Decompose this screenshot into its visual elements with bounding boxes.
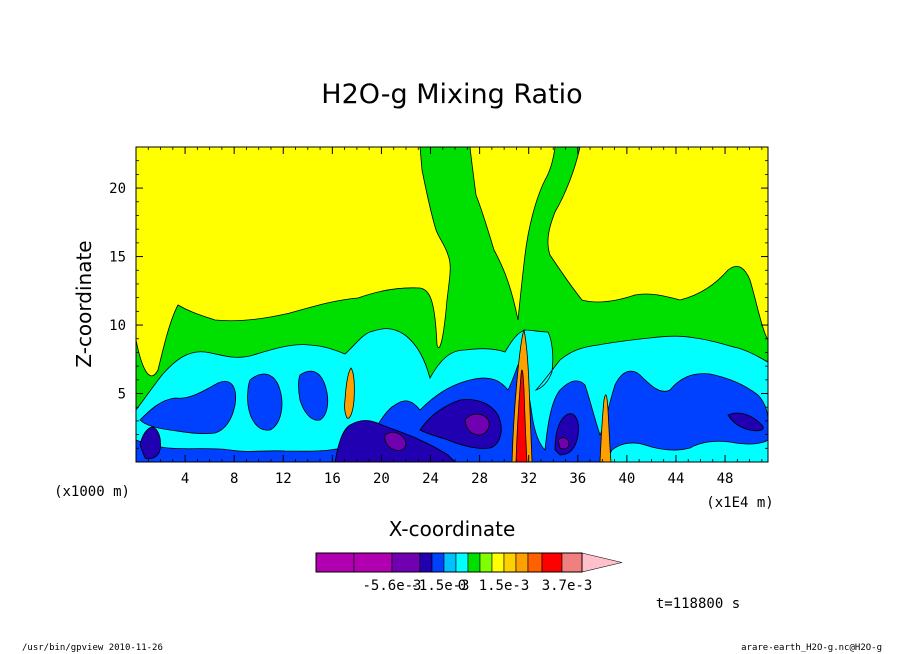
time-label: t=118800 s: [656, 596, 740, 612]
chart-title: H2O-g Mixing Ratio: [321, 79, 582, 110]
colorbar-label: 1.5e-3: [479, 578, 530, 594]
x-tick-label: 44: [668, 471, 685, 487]
x-axis-label: X-coordinate: [389, 517, 516, 541]
colorbar-swatch: [515, 552, 529, 573]
colorbar-swatch: [541, 552, 563, 573]
x-tick-label: 24: [422, 471, 439, 487]
x-unit-left-label: (x1000 m): [54, 484, 130, 500]
plot-frame: [135, 146, 769, 463]
colorbar-swatch: [419, 552, 433, 573]
colorbar-swatch: [491, 552, 505, 573]
colorbar-swatch: [561, 552, 583, 573]
colorbar-label: 0: [458, 578, 466, 594]
x-tick-label: 16: [324, 471, 341, 487]
colorbar: [315, 552, 623, 573]
y-axis-label: Z-coordinate: [72, 240, 96, 367]
y-tick-label: 15: [109, 250, 126, 266]
colorbar-swatch: [527, 552, 543, 573]
x-tick-label: 32: [520, 471, 537, 487]
field-darkblue-region: [139, 399, 764, 462]
field-orange-region: [344, 328, 612, 462]
colorbar-swatch: [353, 552, 393, 573]
x-tick-label: 28: [471, 471, 488, 487]
colorbar-swatch: [467, 552, 481, 573]
contour-field: [136, 147, 768, 462]
field-purple-region: [384, 413, 570, 451]
x-tick-label: 20: [373, 471, 390, 487]
colorbar-swatch: [503, 552, 517, 573]
colorbar-swatch: [455, 552, 469, 573]
y-tick-label: 10: [109, 318, 126, 334]
colorbar-swatch: [479, 552, 493, 573]
x-unit-right-label: (x1E4 m): [706, 495, 773, 511]
x-tick-label: 8: [230, 471, 238, 487]
y-tick-label: 5: [118, 387, 126, 403]
x-tick-label: 48: [717, 471, 734, 487]
colorbar-label: -1.5e-3: [410, 578, 469, 594]
x-tick-label: 36: [569, 471, 586, 487]
colorbar-extend-arrow: [581, 552, 623, 573]
colorbar-labels: -5.6e-3-1.5e-30 1.5e-3 3.7e-3: [362, 578, 592, 594]
colorbar-label: 3.7e-3: [542, 578, 593, 594]
field-red-region: [515, 369, 528, 462]
colorbar-label: -5.6e-3: [362, 578, 421, 594]
x-tick-label: 12: [275, 471, 292, 487]
y-tick-label: 20: [109, 181, 126, 197]
x-tick-label: 40: [618, 471, 635, 487]
colorbar-swatch: [443, 552, 457, 573]
colorbar-swatch: [391, 552, 421, 573]
x-tick-label: 4: [181, 471, 189, 487]
footer-right: arare-earth_H2O-g.nc@H2O-g: [741, 643, 882, 653]
colorbar-swatch: [431, 552, 445, 573]
y-axis: 5 10 15 20: [109, 160, 768, 449]
x-axis: 4 8 12 16 20 24 28 32 36 40 44 48: [147, 147, 763, 487]
colorbar-swatch: [315, 552, 355, 573]
footer-left: /usr/bin/gpview 2010-11-26: [22, 643, 163, 653]
colorbar-frame: [315, 552, 583, 573]
